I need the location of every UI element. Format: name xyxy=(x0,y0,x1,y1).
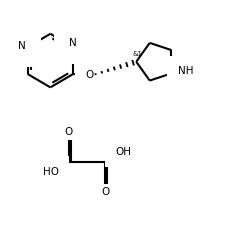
Text: HO: HO xyxy=(43,167,59,177)
Text: O: O xyxy=(101,187,109,197)
Text: N: N xyxy=(18,41,26,51)
Text: O: O xyxy=(65,127,73,137)
Text: OH: OH xyxy=(115,147,131,157)
Text: N: N xyxy=(69,38,77,48)
Text: NH: NH xyxy=(178,66,193,76)
Text: O: O xyxy=(86,70,94,80)
Text: &1: &1 xyxy=(132,51,142,57)
